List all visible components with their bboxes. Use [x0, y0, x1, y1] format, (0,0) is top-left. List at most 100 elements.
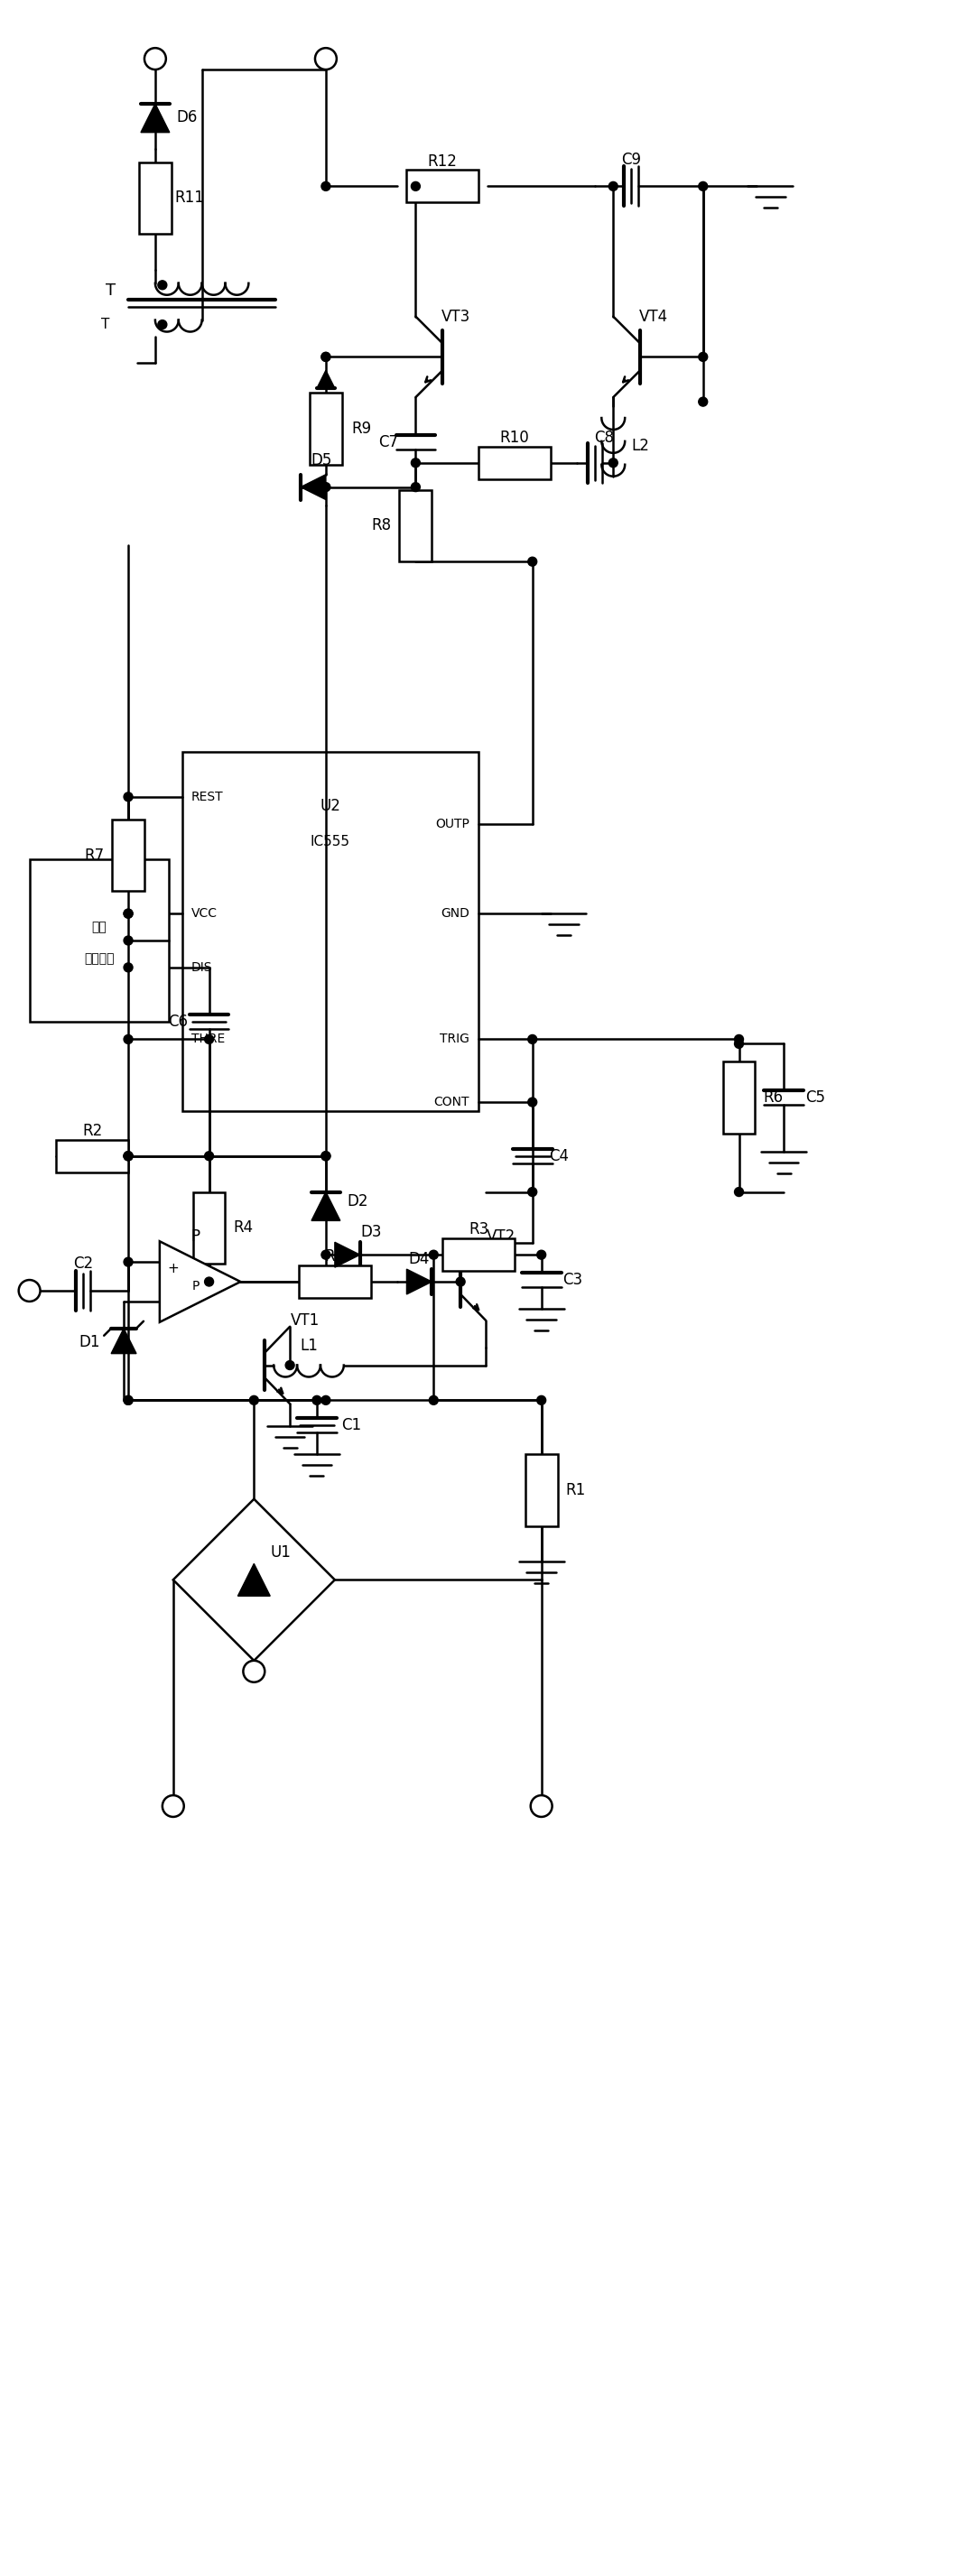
Text: R5: R5: [325, 1249, 345, 1265]
Text: GND: GND: [440, 907, 469, 920]
Circle shape: [734, 1036, 744, 1043]
Circle shape: [124, 935, 132, 945]
Bar: [112, 819, 144, 891]
Circle shape: [609, 459, 617, 466]
Circle shape: [144, 49, 166, 70]
Bar: [56, 1139, 128, 1172]
Circle shape: [124, 909, 132, 917]
Bar: [298, 1265, 371, 1298]
Circle shape: [322, 353, 330, 361]
Text: VT2: VT2: [487, 1229, 516, 1244]
Text: VT4: VT4: [639, 309, 668, 325]
Circle shape: [456, 1278, 465, 1285]
Text: R7: R7: [84, 848, 104, 863]
Circle shape: [322, 1249, 330, 1260]
Circle shape: [124, 963, 132, 971]
Text: R2: R2: [82, 1123, 102, 1139]
Polygon shape: [111, 1329, 136, 1352]
Bar: [183, 752, 478, 1110]
Polygon shape: [300, 474, 326, 500]
Circle shape: [609, 183, 617, 191]
Text: C5: C5: [806, 1090, 825, 1105]
Text: OUTP: OUTP: [436, 817, 469, 829]
Circle shape: [322, 353, 330, 361]
Circle shape: [124, 1036, 132, 1043]
Circle shape: [537, 1249, 546, 1260]
Text: R1: R1: [565, 1481, 585, 1499]
Circle shape: [124, 793, 132, 801]
Text: CONT: CONT: [434, 1095, 469, 1108]
Circle shape: [205, 1151, 213, 1162]
Circle shape: [18, 1280, 41, 1301]
Circle shape: [312, 1396, 322, 1404]
Polygon shape: [335, 1242, 360, 1267]
Text: C7: C7: [379, 433, 399, 451]
Text: DIS: DIS: [191, 961, 213, 974]
Text: R6: R6: [763, 1090, 783, 1105]
Text: D2: D2: [347, 1193, 368, 1208]
Text: D4: D4: [409, 1252, 430, 1267]
Text: R12: R12: [428, 152, 458, 170]
Circle shape: [734, 1038, 744, 1048]
Circle shape: [162, 1795, 184, 1816]
Circle shape: [429, 1396, 439, 1404]
Text: U1: U1: [270, 1546, 292, 1561]
Text: D6: D6: [176, 108, 197, 126]
Circle shape: [527, 1097, 537, 1108]
Text: D3: D3: [360, 1224, 382, 1242]
Circle shape: [322, 1396, 330, 1404]
Text: R9: R9: [352, 420, 372, 438]
Circle shape: [285, 1360, 295, 1370]
Text: T: T: [101, 317, 110, 332]
Text: C2: C2: [73, 1255, 94, 1273]
Text: IC555: IC555: [310, 835, 351, 848]
Circle shape: [698, 397, 707, 407]
Bar: [526, 1453, 557, 1525]
Circle shape: [429, 1249, 439, 1260]
Text: C6: C6: [168, 1012, 187, 1030]
Text: 退耦: 退耦: [92, 920, 106, 933]
Circle shape: [124, 1151, 132, 1162]
Circle shape: [243, 1662, 265, 1682]
Circle shape: [205, 1036, 213, 1043]
Text: THRE: THRE: [191, 1033, 225, 1046]
Text: VT3: VT3: [441, 309, 470, 325]
Text: R11: R11: [175, 191, 204, 206]
Bar: [723, 1061, 755, 1133]
Text: VCC: VCC: [191, 907, 217, 920]
Text: VT1: VT1: [291, 1311, 320, 1329]
Circle shape: [124, 1151, 132, 1162]
Text: L1: L1: [299, 1337, 318, 1352]
Text: R3: R3: [469, 1221, 489, 1236]
Text: R8: R8: [372, 518, 391, 533]
Polygon shape: [159, 1242, 241, 1321]
Bar: [442, 1239, 515, 1270]
Circle shape: [412, 459, 420, 466]
Circle shape: [157, 319, 167, 330]
Circle shape: [124, 1151, 132, 1162]
Circle shape: [124, 1257, 132, 1267]
Circle shape: [322, 1151, 330, 1162]
Circle shape: [124, 1396, 132, 1404]
Text: R10: R10: [499, 430, 529, 446]
Polygon shape: [407, 1270, 432, 1293]
Circle shape: [315, 49, 336, 70]
Text: 电容电路: 电容电路: [84, 953, 114, 966]
Circle shape: [527, 1188, 537, 1195]
Circle shape: [698, 353, 707, 361]
Text: C1: C1: [341, 1417, 361, 1432]
Text: P: P: [191, 1229, 200, 1244]
Circle shape: [124, 1396, 132, 1404]
Text: C3: C3: [563, 1273, 582, 1288]
Bar: [139, 162, 171, 234]
Circle shape: [698, 183, 707, 191]
Circle shape: [322, 1151, 330, 1162]
Text: C8: C8: [594, 430, 614, 446]
Bar: [407, 170, 478, 204]
Circle shape: [124, 909, 132, 917]
Circle shape: [157, 281, 167, 289]
Bar: [29, 860, 169, 1020]
Polygon shape: [317, 371, 335, 389]
Bar: [310, 392, 342, 464]
Text: C4: C4: [550, 1149, 569, 1164]
